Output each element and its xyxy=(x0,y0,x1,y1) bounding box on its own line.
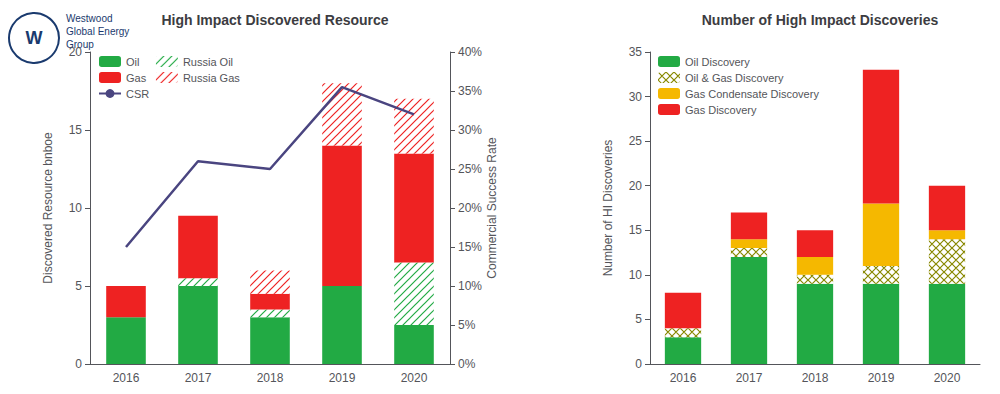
svg-text:15: 15 xyxy=(629,223,643,237)
svg-text:Commercial Success Rate: Commercial Success Rate xyxy=(485,137,499,279)
svg-text:20: 20 xyxy=(629,179,643,193)
svg-text:0%: 0% xyxy=(458,357,476,371)
svg-text:35%: 35% xyxy=(458,84,482,98)
svg-text:Gas Discovery: Gas Discovery xyxy=(685,104,757,116)
svg-text:5: 5 xyxy=(75,279,82,293)
svg-text:Global Energy: Global Energy xyxy=(66,26,129,37)
svg-text:2017: 2017 xyxy=(736,371,763,385)
svg-text:2019: 2019 xyxy=(329,371,356,385)
svg-text:Gas: Gas xyxy=(126,72,147,84)
svg-text:2020: 2020 xyxy=(401,371,428,385)
svg-text:10: 10 xyxy=(69,201,83,215)
svg-text:2018: 2018 xyxy=(802,371,829,385)
svg-text:40%: 40% xyxy=(458,45,482,59)
svg-text:25%: 25% xyxy=(458,162,482,176)
svg-text:15%: 15% xyxy=(458,240,482,254)
svg-text:Oil Discovery: Oil Discovery xyxy=(685,56,750,68)
svg-text:CSR: CSR xyxy=(126,88,149,100)
svg-text:0: 0 xyxy=(635,357,642,371)
svg-text:2016: 2016 xyxy=(670,371,697,385)
svg-text:Oil: Oil xyxy=(126,56,139,68)
svg-text:35: 35 xyxy=(629,45,643,59)
svg-text:5%: 5% xyxy=(458,318,476,332)
svg-text:10%: 10% xyxy=(458,279,482,293)
svg-text:30: 30 xyxy=(629,90,643,104)
svg-text:Westwood: Westwood xyxy=(66,13,113,24)
svg-text:2020: 2020 xyxy=(934,371,961,385)
svg-text:10: 10 xyxy=(629,268,643,282)
svg-text:High Impact Discovered Resourc: High Impact Discovered Resource xyxy=(161,12,388,28)
svg-text:Russia Oil: Russia Oil xyxy=(183,56,233,68)
svg-text:Discovered Resource bnboe: Discovered Resource bnboe xyxy=(41,132,55,284)
svg-text:25: 25 xyxy=(629,134,643,148)
svg-text:30%: 30% xyxy=(458,123,482,137)
svg-text:Oil & Gas Discovery: Oil & Gas Discovery xyxy=(685,72,784,84)
svg-text:Russia Gas: Russia Gas xyxy=(183,72,240,84)
svg-text:15: 15 xyxy=(69,123,83,137)
svg-text:Number of High Impact Discover: Number of High Impact Discoveries xyxy=(702,12,939,28)
svg-text:20: 20 xyxy=(69,45,83,59)
svg-text:Gas Condensate Discovery: Gas Condensate Discovery xyxy=(685,88,819,100)
svg-text:2018: 2018 xyxy=(257,371,284,385)
svg-text:2016: 2016 xyxy=(113,371,140,385)
svg-text:2017: 2017 xyxy=(185,371,212,385)
svg-text:Number of HI Discoveries: Number of HI Discoveries xyxy=(601,140,615,277)
svg-text:W: W xyxy=(26,28,43,48)
svg-text:2019: 2019 xyxy=(868,371,895,385)
svg-text:20%: 20% xyxy=(458,201,482,215)
svg-text:0: 0 xyxy=(75,357,82,371)
svg-text:5: 5 xyxy=(635,312,642,326)
